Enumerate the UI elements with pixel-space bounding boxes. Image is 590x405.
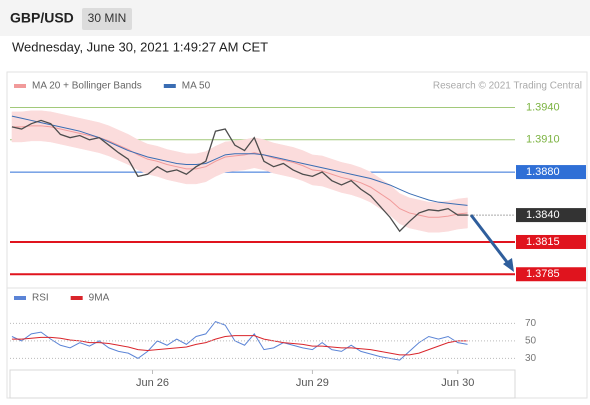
level-label-box (516, 208, 586, 223)
x-tick-label: Jun 29 (296, 377, 329, 389)
price-line (11, 119, 468, 233)
forecast-arrow-head (503, 258, 514, 272)
legend-swatch (70, 296, 83, 300)
timeframe[interactable]: 30 MIN (88, 11, 127, 25)
legend-label: 9MA (89, 293, 110, 304)
x-tick-label: Jun 26 (136, 377, 169, 389)
legend-label: RSI (32, 293, 49, 304)
source: Research © 2021 Trading Central (433, 81, 582, 92)
symbol: GBP/USD (10, 10, 74, 26)
level-label: 1.3880 (526, 166, 560, 178)
level-label-box (516, 267, 586, 282)
indicator-line (11, 115, 468, 206)
legend-label: MA 50 (182, 81, 211, 92)
level-label: 1.3940 (526, 101, 560, 113)
legend-swatch (163, 84, 176, 88)
timeframe-box[interactable] (82, 8, 132, 30)
x-tick-label: Jun 30 (441, 377, 474, 389)
legend-label: MA 20 + Bollinger Bands (32, 81, 142, 92)
level-label: 1.3840 (526, 209, 560, 221)
forecast-arrow (469, 214, 512, 267)
level-label-box (516, 234, 586, 249)
y-tick-label: 50 (525, 336, 537, 347)
datetime: Wednesday, June 30, 2021 1:49:27 AM CET (12, 39, 268, 54)
x-axis-box (9, 369, 516, 399)
level-label-box (516, 165, 586, 180)
level-label: 1.3785 (526, 268, 560, 280)
legend-swatch (14, 84, 26, 88)
indicator-line (11, 125, 468, 218)
y-tick-label: 70 (525, 318, 537, 329)
level-label: 1.3910 (526, 134, 560, 146)
level-label: 1.3815 (526, 236, 560, 248)
legend-swatch (14, 296, 26, 300)
y-tick-label: 30 (525, 353, 537, 364)
indicator-line (11, 335, 468, 356)
